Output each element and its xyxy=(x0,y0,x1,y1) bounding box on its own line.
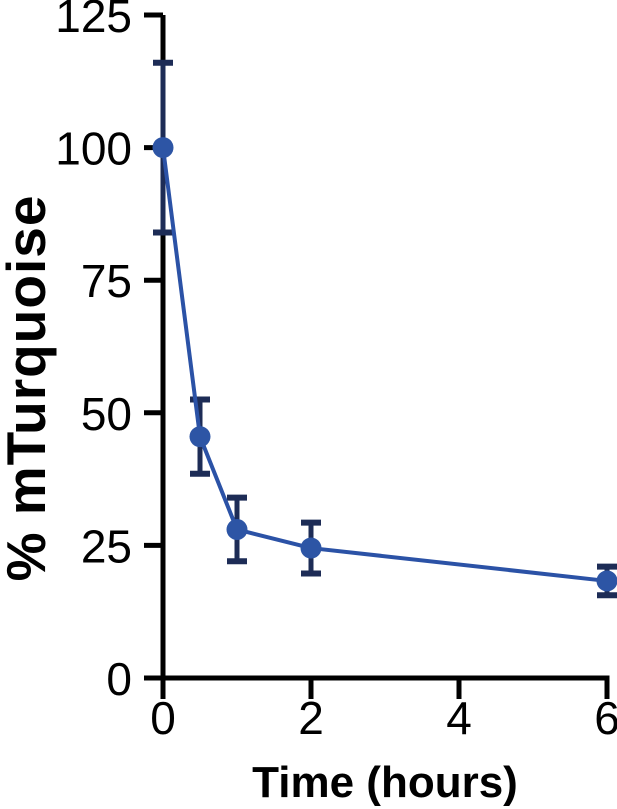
x-tick-label: 4 xyxy=(446,692,472,744)
y-tick-label: 125 xyxy=(55,0,132,42)
y-tick-label: 25 xyxy=(81,520,132,572)
data-line xyxy=(161,147,608,583)
y-axis-title: % mTurquoise xyxy=(0,194,57,582)
data-point xyxy=(300,537,322,559)
data-point xyxy=(226,518,248,540)
data-point xyxy=(189,426,211,448)
y-tick-label: 100 xyxy=(55,123,132,175)
x-axis-title: Time (hours) xyxy=(252,758,518,807)
x-tick-label: 2 xyxy=(298,692,324,744)
data-point xyxy=(152,137,174,159)
y-tick-label: 75 xyxy=(81,255,132,307)
y-tick-label: 0 xyxy=(106,653,132,705)
x-tick-label: 0 xyxy=(150,692,176,744)
x-tick-label: 6 xyxy=(594,692,617,744)
data-point xyxy=(596,570,617,592)
y-tick-label: 50 xyxy=(81,388,132,440)
